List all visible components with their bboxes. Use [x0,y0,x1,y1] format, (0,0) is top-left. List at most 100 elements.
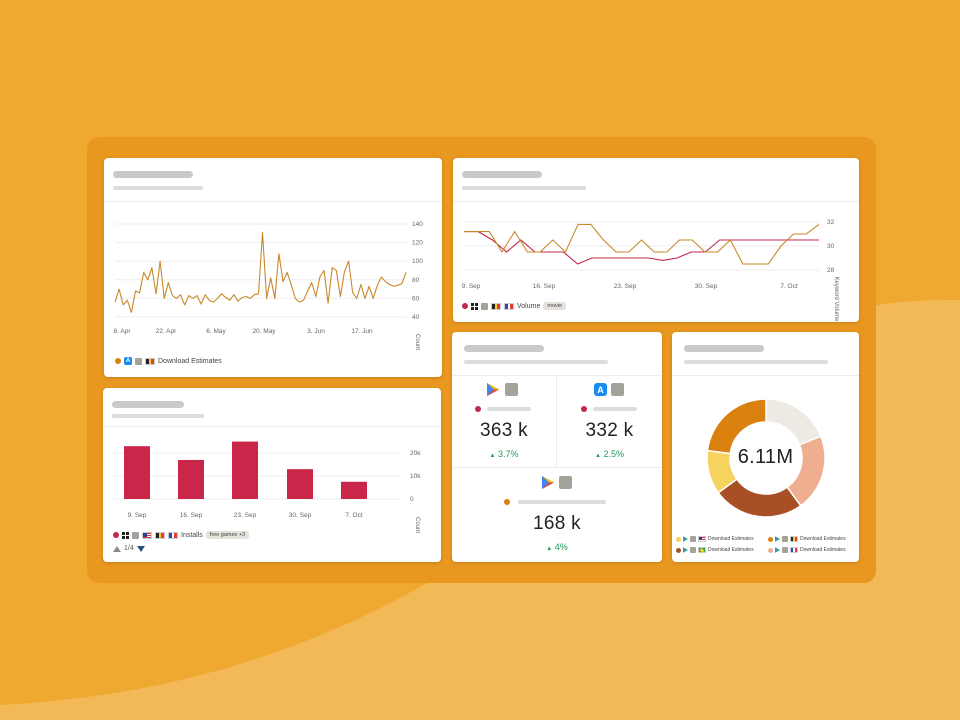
x-tick-label: 3. Jun [307,328,325,335]
keyword-volume-chart: 32 30 28 9. Sep 16. Sep 23. Sep 30. Sep 7. Oct K… [462,219,839,322]
legend-pager[interactable]: 1/4 [113,545,145,552]
subtitle-placeholder [113,186,203,190]
y-tick-label: 32 [827,219,835,226]
x-tick-label: 9. Sep [462,283,481,290]
bar [178,459,204,499]
donut-card: 6.11M Download Estimates Download Estima… [672,332,859,562]
x-tick-label: 6. May [206,328,226,335]
donut-legend-item[interactable]: Download Estimates [768,536,846,542]
x-tick-label: 20. May [252,328,276,335]
title-placeholder [684,345,764,352]
header-divider [672,375,859,376]
app-store-icon: A [594,383,607,396]
kpi-value: 363 k [480,420,528,441]
brazil-flag-icon [698,547,706,553]
subtitle-placeholder [464,360,608,364]
x-tick-label: 23. Sep [614,283,637,290]
donut-legend-item[interactable]: Download Estimates [676,547,754,553]
y-tick-label: 60 [412,295,420,302]
x-tick-label: 7. Oct [345,512,363,519]
belgium-flag-icon [491,302,501,310]
usa-flag-icon [142,531,152,539]
x-tick-label: 8. Apr [114,328,132,335]
x-tick-label: 7. Oct [780,283,798,290]
title-placeholder [464,345,544,352]
subtitle-placeholder [462,186,586,190]
legend-label: Installs [181,531,203,539]
series-placeholder [518,500,606,504]
download-estimates-card: 140 120 100 80 60 40 8. Apr 22. Apr 6. May 20. Ma… [104,158,442,377]
kpi-divider [452,467,662,468]
y-axis-label: Count [414,517,420,533]
x-tick-label: 23. Sep [234,512,257,519]
y-tick-label: 20k [410,450,421,457]
google-play-icon [775,536,780,542]
donut-chart [706,398,826,518]
subtitle-placeholder [684,360,828,364]
x-tick-label: 16. Sep [180,512,203,519]
filter-tag[interactable]: free games +3 [205,531,250,539]
google-play-icon [683,547,688,553]
donut-legend-item[interactable]: Download Estimates [768,547,846,553]
series-dot [676,536,681,542]
france-flag-icon [790,547,798,553]
kpi-value: 332 k [585,420,634,441]
series-dot [475,406,481,412]
donut-legend-item[interactable]: Download Estimates [676,536,754,542]
y-tick-label: 30 [827,243,835,250]
header-divider [452,375,662,376]
donut-slice [717,478,802,518]
series-placeholder [593,407,637,411]
title-placeholder [462,171,542,178]
series-line [464,223,820,265]
page-up-icon[interactable] [113,545,121,552]
y-axis-label: Keyword Volume [833,276,839,322]
kpi-delta: ▲ 3.7% [489,449,519,459]
usa-flag-icon [698,536,706,542]
series-dot [768,536,773,542]
x-tick-label: 16. Sep [533,283,556,290]
multi-app-icon [471,302,478,310]
y-axis-label: Count [414,334,420,350]
kpi-tile[interactable]: 168 k ▲ 4% [452,468,662,562]
legend-label: Download Estimates [800,536,846,542]
trend-up-icon: ▲ [489,453,496,459]
trend-up-icon: ▲ [595,453,601,459]
x-tick-label: 17. Jun [351,328,373,335]
header-divider [104,201,442,202]
chart-legend[interactable]: Installs free games +3 [113,531,250,539]
series-line [114,231,407,313]
donut-total: 6.11M [737,446,794,468]
app-store-icon: A [124,357,132,365]
series-dot [768,547,773,553]
pager-text: 1/4 [124,545,134,552]
keyword-volume-card: 32 30 28 9. Sep 16. Sep 23. Sep 30. Sep 7. Oct K… [453,158,859,322]
legend-label: Volume [517,302,541,310]
series-dot [115,358,121,364]
app-placeholder-icon [611,383,624,396]
page-down-icon[interactable] [136,545,145,552]
installs-bar-chart: 20k 10k 0 9. Sep 16. Sep 23. Sep 30. Sep 7. Oct… [113,441,421,533]
series-dot [462,303,468,309]
app-placeholder-icon [690,536,696,542]
series-dot [113,532,119,538]
google-play-icon [683,536,688,542]
google-play-icon [487,383,499,396]
chart-legend[interactable]: Volume movie [462,302,567,310]
multi-app-icon [122,531,129,539]
app-placeholder-icon [782,547,788,553]
series-dot [581,406,587,412]
kpi-tile[interactable]: 363 k ▲ 3.7% [452,375,556,467]
x-tick-label: 30. Sep [289,512,312,519]
series-dot [676,547,681,553]
kpi-tile[interactable]: A 332 k ▲ 2.5% [557,375,662,467]
chart-legend[interactable]: A Download Estimates [115,357,222,365]
y-tick-label: 120 [412,240,423,247]
app-placeholder-icon [690,547,696,553]
keyword-tag[interactable]: movie [543,302,567,310]
app-placeholder-icon [135,357,142,365]
header-divider [103,426,441,427]
app-placeholder-icon [505,383,518,396]
bar [124,446,150,499]
bar [341,481,367,499]
